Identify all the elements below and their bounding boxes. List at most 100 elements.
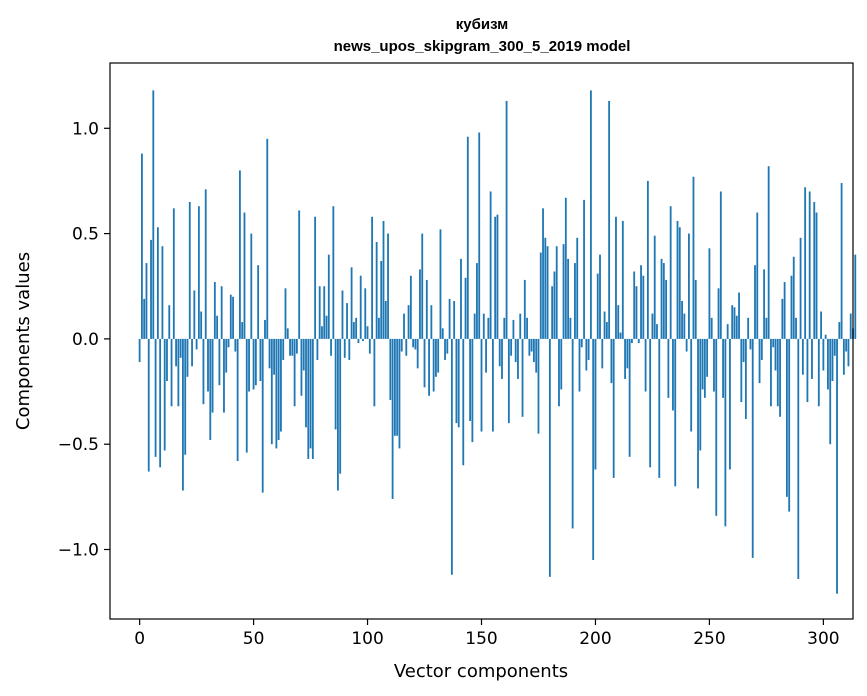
- bar-272: [758, 338, 761, 384]
- bar-296: [813, 202, 816, 339]
- bar-225: [651, 313, 654, 339]
- bar-28: [202, 338, 205, 405]
- bar-72: [302, 338, 305, 371]
- bar-195: [583, 199, 585, 339]
- bar-10: [161, 246, 164, 339]
- bar-0: [138, 338, 141, 363]
- bar-90: [343, 338, 346, 358]
- bar-45: [241, 322, 244, 339]
- bar-58: [270, 338, 273, 445]
- bar-145: [469, 338, 472, 422]
- bars-group: [138, 90, 857, 594]
- bar-80: [321, 326, 323, 339]
- bar-309: [842, 338, 845, 375]
- bar-254: [717, 288, 720, 339]
- bar-285: [788, 338, 791, 512]
- bar-249: [706, 338, 709, 377]
- x-tick-label: 50: [243, 629, 265, 649]
- chart-title: кубизм: [456, 16, 509, 33]
- bar-43: [236, 338, 239, 462]
- y-tick-label: 1.0: [72, 119, 99, 139]
- bar-239: [683, 313, 686, 339]
- bar-118: [407, 305, 410, 339]
- bar-20: [184, 338, 187, 455]
- bar-273: [760, 338, 763, 360]
- bar-60: [275, 338, 278, 449]
- bar-120: [412, 338, 415, 348]
- bar-42: [234, 338, 237, 352]
- x-tick-label: 200: [579, 629, 611, 649]
- bar-204: [603, 311, 606, 339]
- bar-105: [378, 317, 380, 339]
- bar-103: [373, 338, 376, 407]
- bar-97: [359, 275, 362, 339]
- bar-180: [548, 338, 551, 577]
- bar-163: [510, 338, 513, 356]
- bar-165: [514, 338, 517, 363]
- bar-250: [708, 248, 711, 339]
- bar-291: [801, 338, 804, 375]
- bar-137: [450, 338, 453, 575]
- bar-177: [542, 208, 544, 339]
- bar-169: [523, 279, 526, 339]
- bar-33: [213, 282, 216, 339]
- bar-154: [489, 191, 492, 339]
- bar-277: [770, 338, 772, 407]
- bar-49: [250, 233, 253, 339]
- bar-299: [820, 311, 822, 339]
- bar-112: [393, 338, 396, 436]
- bar-121: [414, 338, 417, 350]
- bar-190: [571, 338, 574, 529]
- bar-193: [578, 338, 581, 392]
- bar-181: [551, 286, 554, 339]
- bar-283: [783, 282, 786, 339]
- bar-222: [644, 338, 647, 392]
- bar-161: [505, 100, 508, 339]
- bar-74: [307, 338, 310, 459]
- bar-302: [827, 338, 829, 390]
- bar-27: [200, 311, 203, 339]
- bar-106: [380, 260, 383, 339]
- bar-159: [501, 338, 503, 379]
- bar-85: [332, 206, 335, 339]
- bar-266: [744, 338, 747, 419]
- bar-304: [831, 338, 834, 382]
- bar-237: [678, 227, 681, 339]
- bar-297: [815, 212, 818, 339]
- bar-189: [569, 317, 572, 339]
- bar-172: [530, 338, 533, 352]
- bar-41: [232, 296, 234, 339]
- bar-148: [476, 263, 478, 339]
- bar-71: [300, 338, 303, 396]
- bar-196: [585, 338, 588, 371]
- bar-77: [314, 216, 317, 339]
- bar-125: [423, 338, 426, 388]
- bar-61: [277, 338, 280, 440]
- bar-76: [311, 338, 314, 459]
- bar-117: [405, 338, 408, 356]
- bar-259: [729, 338, 731, 470]
- bar-79: [318, 286, 321, 339]
- bar-157: [496, 214, 499, 339]
- bar-24: [193, 290, 196, 339]
- bar-134: [444, 338, 446, 360]
- bar-240: [685, 338, 688, 352]
- bar-257: [724, 338, 727, 527]
- bar-122: [416, 338, 419, 369]
- bar-171: [528, 338, 531, 356]
- bar-185: [560, 338, 563, 390]
- bar-227: [656, 324, 658, 339]
- bar-168: [521, 338, 524, 417]
- bar-67: [291, 338, 294, 356]
- bar-139: [455, 338, 458, 424]
- bar-84: [330, 338, 332, 356]
- bar-194: [580, 338, 583, 348]
- bar-107: [382, 220, 385, 339]
- bar-214: [626, 338, 629, 369]
- bar-160: [503, 317, 506, 339]
- bar-241: [687, 233, 690, 339]
- bar-82: [325, 315, 328, 339]
- bar-192: [576, 237, 579, 339]
- bar-203: [601, 338, 604, 369]
